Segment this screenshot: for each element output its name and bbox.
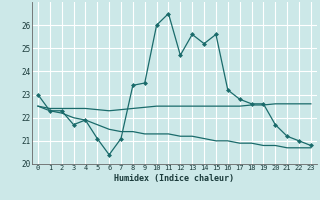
X-axis label: Humidex (Indice chaleur): Humidex (Indice chaleur) <box>115 174 234 183</box>
